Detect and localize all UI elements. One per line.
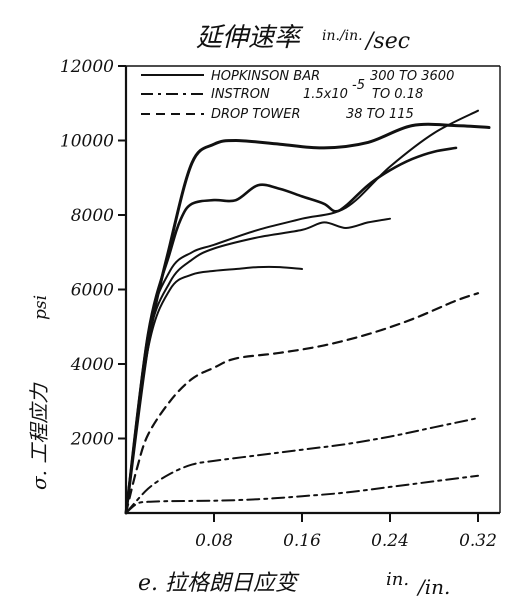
y-axis-units: psi: [31, 295, 51, 320]
series-line-5: [125, 265, 303, 514]
y-tick-label: 10000: [60, 132, 114, 152]
series-line-1: [124, 122, 491, 515]
x-axis-units-bottom: /in.: [416, 575, 450, 599]
legend-rate-hopkinson: 300 TO 3600: [370, 69, 454, 84]
x-axis-units-top: in.: [386, 569, 409, 590]
x-tick-label: 0.08: [195, 531, 233, 551]
legend-rate-drop-tower: 38 TO 115: [346, 107, 414, 122]
title-units-bottom: /sec: [364, 29, 410, 54]
legend-label-drop-tower: DROP TOWER: [211, 107, 301, 122]
series-line-7: [125, 417, 479, 514]
x-tick-group: 0.08 0.16 0.24 0.32: [195, 513, 497, 551]
y-tick-label: 12000: [60, 57, 114, 77]
axes: [124, 65, 501, 515]
title-units-top: in./in.: [322, 28, 363, 44]
legend-rate-instron: 1.5x10: [303, 87, 348, 102]
y-axis-label: σ. 工程应力: [27, 382, 51, 490]
chart-title: 延伸速率: [196, 23, 304, 53]
x-tick-label: 0.24: [371, 531, 409, 551]
legend-rate-instron-exp: -5: [352, 78, 365, 93]
series-line-8: [125, 474, 479, 514]
y-tick-label: 4000: [70, 355, 114, 375]
legend-label-instron: INSTRON: [211, 87, 270, 102]
y-tick-label: 6000: [71, 281, 114, 301]
legend-label-hopkinson: HOPKINSON BAR: [211, 69, 320, 84]
series-line-3: [125, 109, 479, 514]
legend-rate-instron-tail: TO 0.18: [372, 87, 423, 102]
x-tick-label: 0.16: [283, 531, 321, 551]
x-axis-label: e. 拉格朗日应变: [138, 571, 300, 596]
series-line-6: [124, 292, 480, 515]
series-line-4: [125, 217, 391, 514]
y-tick-label: 8000: [71, 206, 114, 226]
y-axis-label-group: σ. 工程应力 psi: [27, 295, 51, 490]
series-line-2: [124, 146, 458, 515]
x-tick-label: 0.32: [459, 531, 497, 551]
legend: HOPKINSON BAR 300 TO 3600 INSTRON 1.5x10…: [141, 69, 454, 122]
series-group: [124, 109, 491, 515]
y-tick-label: 2000: [70, 430, 114, 450]
y-tick-group: 2000 4000 6000 8000 10000 12000: [60, 57, 126, 450]
